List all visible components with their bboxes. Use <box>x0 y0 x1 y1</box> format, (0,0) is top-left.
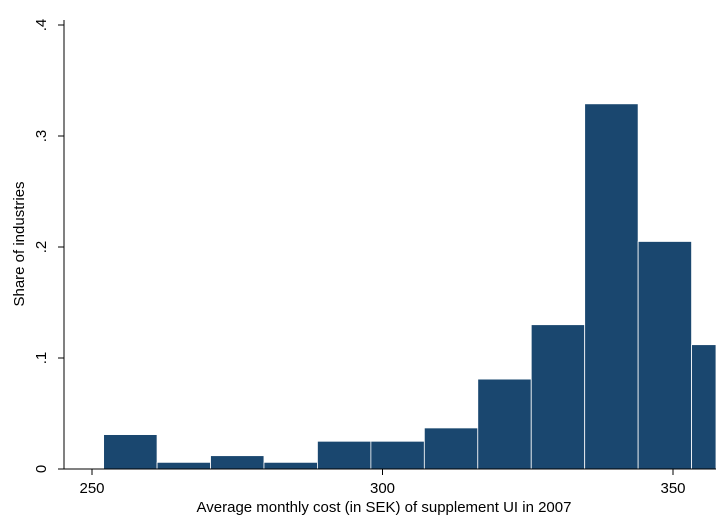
histogram-bar-3 <box>263 461 318 470</box>
histogram-bar-0 <box>103 434 158 470</box>
histogram-bar-8 <box>530 324 586 470</box>
x-tick-label-2: 350 <box>660 480 685 497</box>
y-tick-label-4: .4 <box>33 19 50 32</box>
y-tick-label-1: .1 <box>33 352 50 365</box>
histogram-bar-5 <box>370 440 425 470</box>
y-tick-label-2: .2 <box>33 241 50 254</box>
histogram-bar-9 <box>584 103 639 470</box>
histogram-bar-4 <box>317 440 372 470</box>
histogram-bar-1 <box>156 461 211 470</box>
bars <box>103 103 717 470</box>
y-tick-label-3: .3 <box>33 130 50 143</box>
histogram-bar-2 <box>210 455 265 470</box>
histogram-bar-6 <box>423 427 479 470</box>
histogram-bar-10 <box>637 241 692 470</box>
histogram-bar-7 <box>477 378 532 470</box>
y-axis-ticks: 0 .1 .2 .3 .4 <box>33 19 64 473</box>
x-axis-ticks: 250 300 350 <box>79 469 686 497</box>
x-axis-label: Average monthly cost (in SEK) of supplem… <box>197 499 572 516</box>
x-tick-label-0: 250 <box>79 480 104 497</box>
y-axis-label: Share of industries <box>11 181 28 306</box>
x-tick-label-1: 300 <box>370 480 395 497</box>
y-tick-label-0: 0 <box>33 465 50 473</box>
histogram-bar-11 <box>691 344 717 470</box>
